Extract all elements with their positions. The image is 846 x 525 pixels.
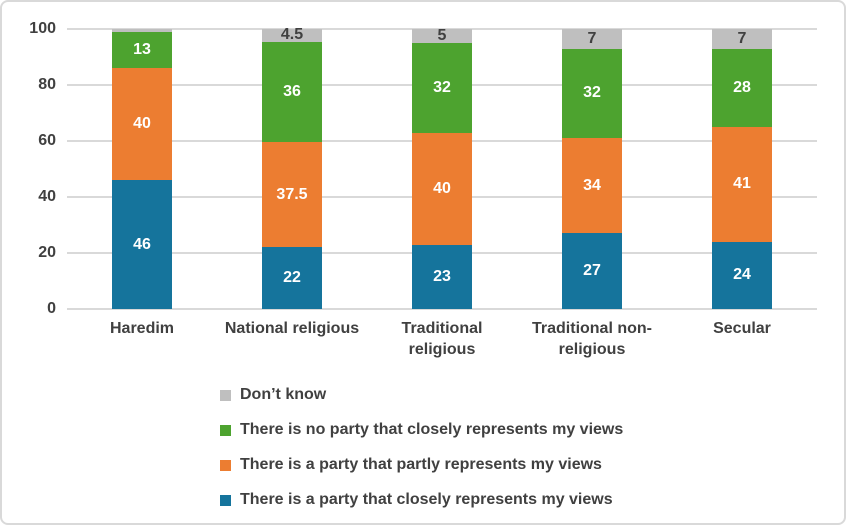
bar-segment: 37.5	[262, 142, 322, 248]
bar-segment: 40	[112, 68, 172, 181]
y-axis-tick-label: 100	[29, 20, 56, 37]
bar-segment: 40	[412, 132, 472, 245]
bar-segment: 28	[712, 48, 772, 127]
data-label: 34	[583, 176, 601, 194]
plot-area: 46 40 13 22 37.5 36 4.5 23 40 32 5 27 34 32 7 24 41 28 7	[67, 26, 817, 310]
legend-swatch	[220, 389, 231, 401]
x-axis-category-label: Traditional religious	[401, 320, 483, 358]
legend-item: There is no party that closely represent…	[220, 420, 623, 440]
data-label: 4.5	[280, 26, 304, 44]
bar-segment: 22	[262, 247, 322, 309]
bar-segment: 7	[712, 29, 772, 49]
legend-item-label: Don’t know	[240, 386, 327, 403]
y-axis-tick-label: 60	[38, 132, 56, 149]
data-label: 36	[283, 83, 301, 100]
bar-segment: 24	[712, 241, 772, 309]
data-label: 32	[583, 84, 601, 102]
bar-segment	[112, 29, 172, 32]
data-label: 27	[583, 262, 601, 280]
legend-swatch	[220, 424, 231, 436]
legend-swatch	[220, 459, 231, 471]
legend-item: There is a party that partly represents …	[220, 455, 623, 475]
bar-segment: 32	[562, 48, 622, 139]
data-label: 41	[733, 175, 751, 193]
legend-item-label: There is a party that partly represents …	[240, 456, 602, 473]
bar-segment: 27	[562, 233, 622, 309]
bar-segment: 7	[562, 29, 622, 49]
bar-segment: 5	[412, 27, 472, 44]
data-label: 40	[433, 179, 451, 197]
bar-segment: 36	[262, 41, 322, 143]
data-label: 7	[587, 29, 597, 47]
data-label: 37.5	[276, 185, 308, 203]
bar-segment: 4.5	[262, 26, 322, 44]
y-axis-tick-label: 80	[38, 76, 56, 93]
data-label: 24	[733, 266, 751, 284]
bar-segment: 34	[562, 138, 622, 234]
data-label: 32	[433, 78, 451, 96]
x-axis-category-label: Secular	[713, 320, 771, 337]
legend-item: Don’t know	[220, 385, 623, 405]
data-label: 7	[737, 29, 747, 47]
bar-segment: 13	[112, 31, 172, 69]
legend-item: There is a party that closely represents…	[220, 490, 623, 510]
y-axis-tick-label: 20	[38, 244, 56, 261]
x-axis-category-label: National religious	[224, 320, 360, 337]
x-axis-category-label: Traditional non-religious	[532, 320, 652, 358]
bar-segment: 46	[112, 180, 172, 309]
data-label: 46	[133, 235, 151, 253]
data-label: 5	[437, 27, 447, 44]
legend-swatch	[220, 494, 231, 506]
legend-item-label: There is a party that closely represents…	[240, 491, 613, 508]
y-axis-tick-label: 0	[47, 300, 56, 317]
data-label: 28	[733, 78, 751, 96]
data-label: 22	[283, 269, 301, 287]
x-axis-category-label: Haredim	[109, 320, 175, 337]
y-axis-tick-label: 40	[38, 188, 56, 205]
data-label: 40	[133, 115, 151, 133]
legend-item-label: There is no party that closely represent…	[240, 421, 624, 438]
data-label: 23	[433, 267, 451, 285]
bar-segment: 41	[712, 127, 772, 242]
gridline	[67, 308, 817, 310]
data-label: 13	[133, 41, 151, 58]
bar-segment: 32	[412, 43, 472, 133]
bar-segment: 23	[412, 244, 472, 309]
legend: Don’t know There is no party that closely…	[220, 385, 623, 510]
